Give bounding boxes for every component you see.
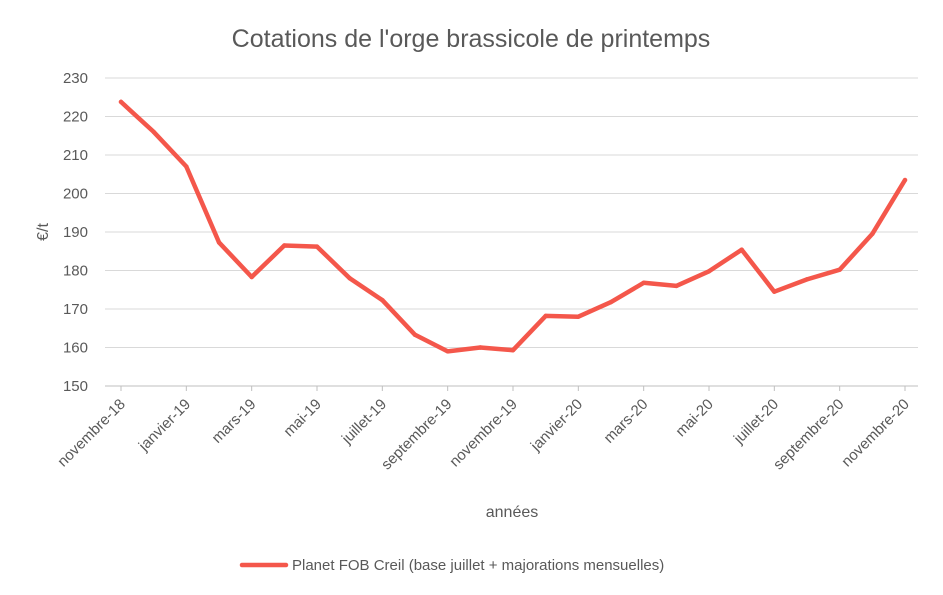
- x-tick-label: novembre-20: [838, 396, 913, 471]
- data-point: [804, 277, 810, 282]
- data-point: [412, 332, 418, 337]
- y-tick-label: 220: [63, 109, 88, 126]
- x-tick-label: juillet-19: [338, 396, 390, 448]
- series-line: [118, 99, 908, 354]
- data-point: [510, 347, 516, 353]
- data-point: [706, 269, 712, 274]
- x-tick-label: mars-19: [209, 396, 260, 447]
- x-tick-label: mars-20: [601, 396, 652, 447]
- data-point: [249, 274, 254, 280]
- x-tick-label: mai-19: [280, 396, 324, 440]
- data-point: [216, 240, 222, 245]
- data-point: [641, 280, 646, 286]
- y-tick-label: 210: [63, 147, 88, 164]
- data-point: [772, 289, 777, 294]
- legend-label: Planet FOB Creil (base juillet + majorat…: [292, 557, 664, 574]
- data-point: [870, 231, 875, 237]
- data-point: [184, 164, 189, 169]
- x-axis-label: années: [486, 504, 539, 521]
- y-axis-label: €/t: [35, 223, 52, 241]
- x-tick-label: juillet-20: [730, 396, 782, 448]
- data-point: [543, 313, 548, 319]
- series-group: [118, 99, 908, 354]
- x-tick-label: mai-20: [672, 396, 716, 440]
- data-point: [674, 283, 679, 289]
- data-point: [478, 345, 483, 350]
- y-axis-ticks: 150 160 170 180 190 200 210 220 230: [63, 70, 88, 395]
- data-point: [445, 349, 450, 354]
- x-tick-label: novembre-19: [446, 396, 521, 471]
- chart-title: Cotations de l'orge brassicole de printe…: [232, 25, 711, 53]
- data-point: [608, 299, 614, 305]
- y-tick-label: 180: [63, 263, 88, 280]
- x-axis-ticks: novembre-18 janvier-19 mars-19 mai-19 juille…: [54, 386, 913, 473]
- legend: Planet FOB Creil (base juillet + majorat…: [239, 557, 664, 574]
- data-point: [347, 276, 352, 281]
- gridlines: [105, 77, 918, 348]
- y-tick-label: 170: [63, 301, 88, 318]
- x-tick-label: janvier-19: [135, 396, 194, 455]
- data-point: [282, 243, 287, 248]
- data-point: [380, 297, 385, 303]
- y-tick-label: 230: [63, 70, 88, 87]
- x-tick-label: janvier-20: [527, 396, 586, 455]
- y-tick-label: 190: [63, 224, 88, 241]
- data-point: [837, 267, 842, 272]
- x-tick-label: novembre-18: [54, 396, 129, 471]
- data-point: [151, 129, 156, 135]
- data-point: [118, 99, 124, 105]
- data-point: [902, 177, 908, 183]
- y-tick-label: 150: [63, 378, 88, 395]
- data-point: [314, 244, 320, 249]
- data-point: [739, 247, 744, 252]
- y-tick-label: 200: [63, 186, 88, 203]
- data-point: [576, 314, 581, 319]
- y-tick-label: 160: [63, 340, 88, 357]
